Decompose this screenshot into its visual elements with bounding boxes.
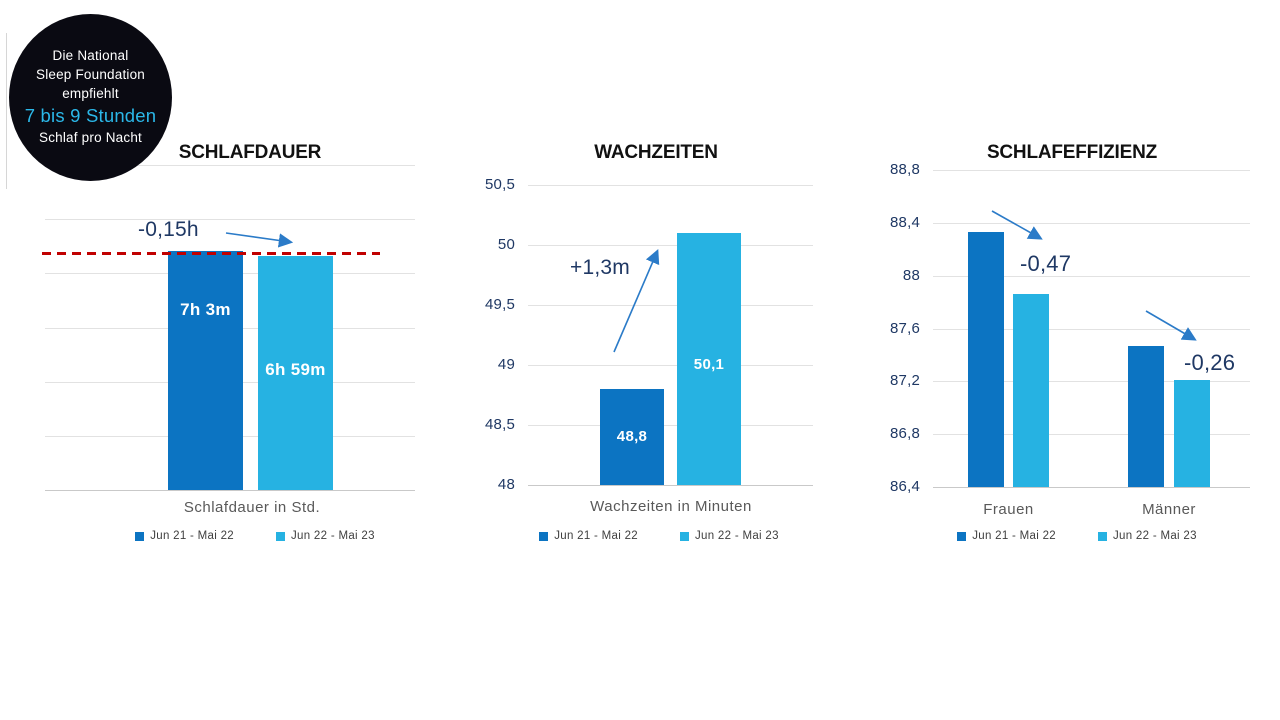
badge-highlight-hours: 7 bis 9 Stunden bbox=[24, 104, 157, 126]
delta-annotation-schlafdauer: -0,15h bbox=[138, 218, 199, 241]
y-tick-label: 50,5 bbox=[485, 176, 515, 193]
bar-schlafeffizienz-s2-g2 bbox=[1174, 380, 1210, 487]
legend-item-jun22-mai23: Jun 22 - Mai 23 bbox=[276, 530, 375, 542]
x-axis-line bbox=[45, 490, 415, 491]
reference-line-red-dashed bbox=[42, 252, 380, 255]
y-tick-label: 88,8 bbox=[890, 161, 920, 178]
y-tick-label: 50 bbox=[497, 236, 515, 253]
delta-annotation-maenner: -0,26 bbox=[1184, 350, 1236, 375]
y-tick-label: 86,8 bbox=[890, 425, 920, 443]
category-label-männer: Männer bbox=[1142, 501, 1196, 518]
bar-schlafdauer-s2-g1 bbox=[258, 255, 333, 490]
chart-title-schlafeffizienz: SCHLAFEFFIZIENZ bbox=[986, 141, 1158, 163]
gridline bbox=[528, 365, 813, 366]
delta-annotation-wachzeiten: +1,3m bbox=[570, 256, 630, 279]
legend-swatch-series1 bbox=[135, 531, 145, 541]
legend-label-series2: Jun 22 - Mai 23 bbox=[1113, 530, 1197, 542]
legend-swatch-series2 bbox=[1098, 531, 1107, 541]
x-axis-label-schlafdauer: Schlafdauer in Std. bbox=[183, 499, 321, 516]
gridline bbox=[45, 219, 415, 221]
bar-wachzeiten-s1-g1 bbox=[600, 389, 664, 485]
gridline bbox=[933, 170, 1250, 171]
legend-item-jun21-mai22: Jun 21 - Mai 22 bbox=[135, 530, 234, 542]
y-tick-label: 87,2 bbox=[890, 372, 920, 390]
gridline bbox=[528, 305, 813, 306]
legend-swatch-series2 bbox=[680, 531, 689, 541]
bar-value-label: 7h 3m bbox=[180, 300, 231, 320]
x-axis-line bbox=[528, 485, 813, 486]
bar-value-label: 6h 59m bbox=[265, 359, 326, 379]
legend-label-series1: Jun 21 - Mai 22 bbox=[972, 530, 1056, 542]
gridline bbox=[528, 425, 813, 426]
legend-label-series1: Jun 21 - Mai 22 bbox=[150, 530, 234, 542]
delta-annotation-frauen: -0,47 bbox=[1020, 251, 1072, 276]
legend-item-jun22-mai23: Jun 22 - Mai 23 bbox=[680, 530, 779, 542]
y-tick-label: 49,5 bbox=[485, 296, 515, 313]
x-axis-label-wachzeiten: Wachzeiten in Minuten bbox=[590, 498, 752, 515]
bar-schlafeffizienz-s1-g2 bbox=[1128, 345, 1164, 487]
legend-label-series2: Jun 22 - Mai 23 bbox=[291, 530, 375, 542]
y-tick-label: 48,5 bbox=[485, 416, 515, 433]
legend-label-series1: Jun 21 - Mai 22 bbox=[554, 530, 638, 542]
y-tick-label: 88 bbox=[902, 266, 920, 284]
legend-schlafdauer: Jun 21 - Mai 22 Jun 22 - Mai 23 bbox=[105, 530, 405, 542]
legend-item-jun21-mai22: Jun 21 - Mai 22 bbox=[957, 530, 1056, 542]
legend-swatch-series1 bbox=[957, 531, 967, 541]
bar-value-label: 50,1 bbox=[693, 356, 725, 373]
legend-schlafeffizienz: Jun 21 - Mai 22 Jun 22 - Mai 23 bbox=[927, 530, 1227, 542]
gridline bbox=[933, 328, 1250, 330]
bar-schlafdauer-s1-g1 bbox=[168, 251, 243, 490]
legend-swatch-series1 bbox=[539, 531, 549, 541]
gridline bbox=[933, 222, 1250, 224]
legend-item-jun22-mai23: Jun 22 - Mai 23 bbox=[1098, 530, 1197, 542]
y-tick-label: 87,6 bbox=[890, 319, 920, 337]
bar-schlafeffizienz-s2-g1 bbox=[1013, 294, 1049, 487]
legend-item-jun21-mai22: Jun 21 - Mai 22 bbox=[539, 530, 638, 542]
nsf-recommendation-badge: Die National Sleep Foundation empfiehlt … bbox=[9, 14, 172, 181]
y-tick-label: 88,4 bbox=[890, 213, 920, 231]
gridline bbox=[933, 434, 1250, 436]
chart-title-wachzeiten: WACHZEITEN bbox=[594, 141, 718, 163]
bar-schlafeffizienz-s1-g1 bbox=[968, 232, 1004, 487]
gridline bbox=[933, 381, 1250, 383]
chart-title-schlafdauer: SCHLAFDAUER bbox=[178, 141, 322, 163]
legend-label-series2: Jun 22 - Mai 23 bbox=[695, 530, 779, 542]
legend-swatch-series2 bbox=[276, 531, 285, 541]
gridline bbox=[45, 165, 415, 166]
y-tick-label: 49 bbox=[497, 356, 515, 373]
gridline bbox=[528, 185, 813, 186]
bar-value-label: 48,8 bbox=[616, 428, 648, 445]
gridline bbox=[933, 275, 1250, 277]
x-axis-line bbox=[933, 487, 1250, 488]
badge-line-1: Die National bbox=[52, 48, 129, 64]
gridline bbox=[528, 245, 813, 246]
bar-wachzeiten-s2-g1 bbox=[677, 233, 741, 485]
legend-wachzeiten: Jun 21 - Mai 22 Jun 22 - Mai 23 bbox=[509, 530, 809, 542]
category-label-frauen: Frauen bbox=[983, 501, 1034, 518]
badge-footer: Schlaf pro Nacht bbox=[39, 129, 142, 145]
y-tick-label: 86,4 bbox=[890, 478, 920, 495]
badge-line-3: empfiehlt bbox=[62, 86, 119, 102]
y-tick-label: 48 bbox=[497, 476, 515, 493]
badge-line-2: Sleep Foundation bbox=[35, 67, 146, 83]
left-edge-divider bbox=[6, 33, 7, 189]
